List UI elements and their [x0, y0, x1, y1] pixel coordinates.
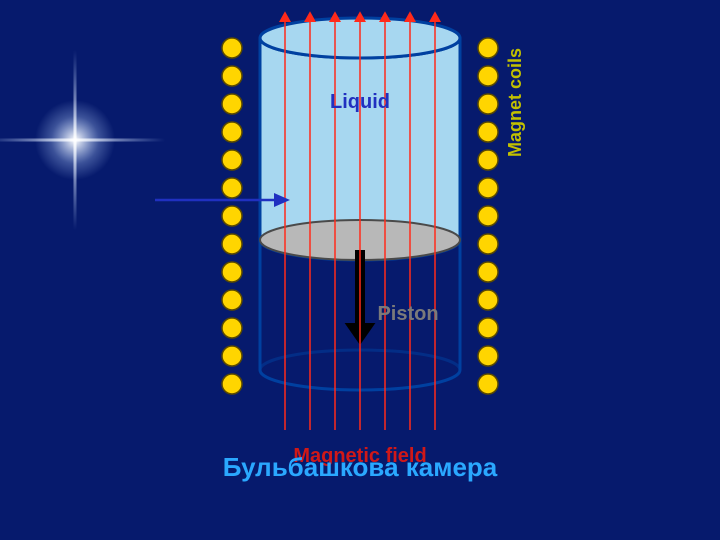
bubble-chamber-diagram: LiquidPistonMagnetic fieldMagnet coilsБу… — [0, 0, 720, 540]
coil-dot — [478, 38, 498, 58]
coil-dot — [222, 234, 242, 254]
coil-dot — [478, 122, 498, 142]
coil-dot — [478, 374, 498, 394]
coil-dot — [478, 66, 498, 86]
coil-dot — [222, 206, 242, 226]
coil-dot — [222, 66, 242, 86]
coil-dot — [478, 318, 498, 338]
coil-dot — [222, 290, 242, 310]
coil-dot — [478, 346, 498, 366]
magnet-coils-label: Magnet coils — [505, 48, 526, 157]
coil-dot — [222, 262, 242, 282]
coil-dot — [222, 374, 242, 394]
lens-flare-icon — [0, 50, 165, 230]
coil-dot — [222, 122, 242, 142]
coil-dot — [222, 346, 242, 366]
caption: Бульбашкова камера — [0, 452, 720, 483]
coil-dot — [478, 234, 498, 254]
coil-dot — [478, 94, 498, 114]
coil-dot — [222, 94, 242, 114]
coil-dot — [222, 178, 242, 198]
liquid-label: Liquid — [330, 91, 390, 113]
coil-dot — [222, 318, 242, 338]
coil-dot — [222, 150, 242, 170]
coil-dot — [478, 290, 498, 310]
coil-dot — [222, 38, 242, 58]
piston-label: Piston — [377, 303, 438, 325]
coil-dot — [478, 262, 498, 282]
coil-dot — [478, 178, 498, 198]
coil-dot — [478, 150, 498, 170]
coil-dot — [478, 206, 498, 226]
